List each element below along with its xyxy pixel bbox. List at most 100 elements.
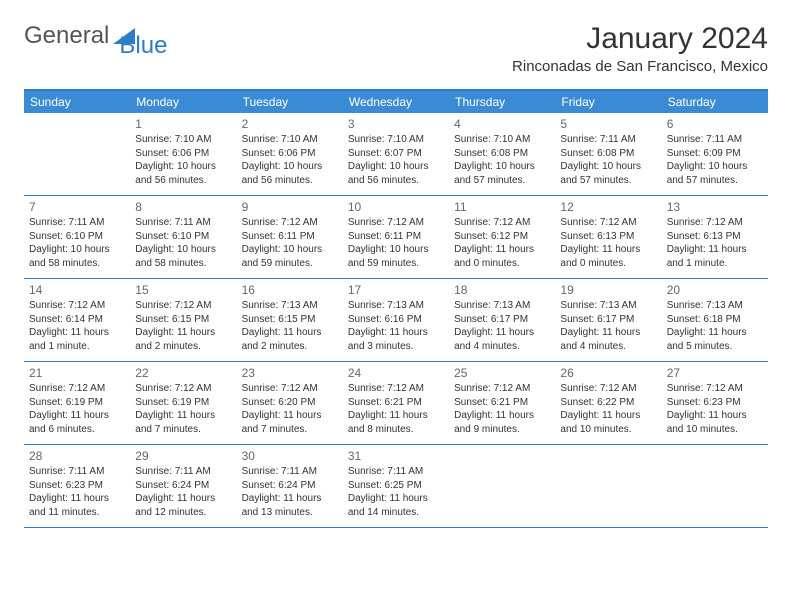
day-cell: 1Sunrise: 7:10 AMSunset: 6:06 PMDaylight… <box>130 113 236 195</box>
day-cell: 22Sunrise: 7:12 AMSunset: 6:19 PMDayligh… <box>130 362 236 444</box>
day-cell: 9Sunrise: 7:12 AMSunset: 6:11 PMDaylight… <box>237 196 343 278</box>
day-cell: 28Sunrise: 7:11 AMSunset: 6:23 PMDayligh… <box>24 445 130 527</box>
sunrise-text: Sunrise: 7:12 AM <box>454 216 550 230</box>
daylight-text: Daylight: 10 hours <box>667 160 763 174</box>
day-number: 1 <box>135 116 231 132</box>
daylight-text: Daylight: 11 hours <box>667 409 763 423</box>
day-cell: 21Sunrise: 7:12 AMSunset: 6:19 PMDayligh… <box>24 362 130 444</box>
sunset-text: Sunset: 6:24 PM <box>135 479 231 493</box>
day-number: 24 <box>348 365 444 381</box>
day-cell <box>24 113 130 195</box>
sunset-text: Sunset: 6:14 PM <box>29 313 125 327</box>
sunrise-text: Sunrise: 7:12 AM <box>560 216 656 230</box>
sunset-text: Sunset: 6:11 PM <box>242 230 338 244</box>
daylight-text: and 57 minutes. <box>454 174 550 188</box>
sunrise-text: Sunrise: 7:11 AM <box>560 133 656 147</box>
daylight-text: Daylight: 11 hours <box>667 326 763 340</box>
daylight-text: Daylight: 10 hours <box>29 243 125 257</box>
daylight-text: Daylight: 10 hours <box>348 160 444 174</box>
sunrise-text: Sunrise: 7:11 AM <box>348 465 444 479</box>
day-number: 16 <box>242 282 338 298</box>
sunset-text: Sunset: 6:11 PM <box>348 230 444 244</box>
daylight-text: and 58 minutes. <box>29 257 125 271</box>
sunrise-text: Sunrise: 7:11 AM <box>29 465 125 479</box>
day-number: 29 <box>135 448 231 464</box>
sunrise-text: Sunrise: 7:11 AM <box>29 216 125 230</box>
daylight-text: and 0 minutes. <box>454 257 550 271</box>
day-number: 15 <box>135 282 231 298</box>
sunrise-text: Sunrise: 7:12 AM <box>242 382 338 396</box>
day-number: 27 <box>667 365 763 381</box>
day-cell: 11Sunrise: 7:12 AMSunset: 6:12 PMDayligh… <box>449 196 555 278</box>
sunset-text: Sunset: 6:10 PM <box>135 230 231 244</box>
daylight-text: and 59 minutes. <box>348 257 444 271</box>
day-cell <box>555 445 661 527</box>
day-number: 5 <box>560 116 656 132</box>
sunrise-text: Sunrise: 7:11 AM <box>135 216 231 230</box>
daylight-text: and 12 minutes. <box>135 506 231 520</box>
day-cell: 3Sunrise: 7:10 AMSunset: 6:07 PMDaylight… <box>343 113 449 195</box>
sunset-text: Sunset: 6:08 PM <box>560 147 656 161</box>
sunrise-text: Sunrise: 7:12 AM <box>454 382 550 396</box>
sunrise-text: Sunrise: 7:12 AM <box>667 216 763 230</box>
sunrise-text: Sunrise: 7:12 AM <box>348 216 444 230</box>
daylight-text: Daylight: 11 hours <box>29 492 125 506</box>
day-cell: 13Sunrise: 7:12 AMSunset: 6:13 PMDayligh… <box>662 196 768 278</box>
sunset-text: Sunset: 6:17 PM <box>560 313 656 327</box>
daylight-text: Daylight: 11 hours <box>29 409 125 423</box>
day-cell: 31Sunrise: 7:11 AMSunset: 6:25 PMDayligh… <box>343 445 449 527</box>
day-number: 30 <box>242 448 338 464</box>
daylight-text: Daylight: 10 hours <box>560 160 656 174</box>
weekday-label: Monday <box>130 91 236 113</box>
title-block: January 2024 Rinconadas de San Francisco… <box>512 22 768 75</box>
sunrise-text: Sunrise: 7:12 AM <box>29 299 125 313</box>
day-number: 12 <box>560 199 656 215</box>
brand-logo: General Blue <box>24 22 189 50</box>
daylight-text: and 2 minutes. <box>135 340 231 354</box>
daylight-text: and 4 minutes. <box>454 340 550 354</box>
sunrise-text: Sunrise: 7:13 AM <box>560 299 656 313</box>
daylight-text: and 1 minute. <box>667 257 763 271</box>
sunset-text: Sunset: 6:08 PM <box>454 147 550 161</box>
calendar-week: 14Sunrise: 7:12 AMSunset: 6:14 PMDayligh… <box>24 279 768 362</box>
weekday-label: Friday <box>555 91 661 113</box>
day-number: 11 <box>454 199 550 215</box>
daylight-text: and 6 minutes. <box>29 423 125 437</box>
sunset-text: Sunset: 6:06 PM <box>242 147 338 161</box>
day-cell: 26Sunrise: 7:12 AMSunset: 6:22 PMDayligh… <box>555 362 661 444</box>
sunset-text: Sunset: 6:20 PM <box>242 396 338 410</box>
daylight-text: Daylight: 11 hours <box>242 409 338 423</box>
daylight-text: and 57 minutes. <box>560 174 656 188</box>
daylight-text: and 7 minutes. <box>135 423 231 437</box>
daylight-text: Daylight: 11 hours <box>29 326 125 340</box>
daylight-text: Daylight: 10 hours <box>348 243 444 257</box>
day-cell: 18Sunrise: 7:13 AMSunset: 6:17 PMDayligh… <box>449 279 555 361</box>
location-label: Rinconadas de San Francisco, Mexico <box>512 58 768 75</box>
daylight-text: Daylight: 11 hours <box>135 409 231 423</box>
sunset-text: Sunset: 6:06 PM <box>135 147 231 161</box>
page-header: General Blue January 2024 Rinconadas de … <box>24 22 768 75</box>
daylight-text: and 7 minutes. <box>242 423 338 437</box>
sunrise-text: Sunrise: 7:12 AM <box>135 382 231 396</box>
day-number: 6 <box>667 116 763 132</box>
day-number: 13 <box>667 199 763 215</box>
day-number: 26 <box>560 365 656 381</box>
daylight-text: Daylight: 11 hours <box>242 492 338 506</box>
sunrise-text: Sunrise: 7:12 AM <box>242 216 338 230</box>
brand-part2: Blue <box>119 32 167 59</box>
daylight-text: Daylight: 10 hours <box>135 160 231 174</box>
day-cell: 30Sunrise: 7:11 AMSunset: 6:24 PMDayligh… <box>237 445 343 527</box>
day-number: 8 <box>135 199 231 215</box>
day-cell <box>662 445 768 527</box>
day-number: 10 <box>348 199 444 215</box>
day-number: 28 <box>29 448 125 464</box>
daylight-text: and 3 minutes. <box>348 340 444 354</box>
daylight-text: and 10 minutes. <box>560 423 656 437</box>
month-title: January 2024 <box>512 22 768 56</box>
daylight-text: Daylight: 11 hours <box>454 409 550 423</box>
day-number: 7 <box>29 199 125 215</box>
day-cell: 7Sunrise: 7:11 AMSunset: 6:10 PMDaylight… <box>24 196 130 278</box>
day-cell <box>449 445 555 527</box>
daylight-text: and 9 minutes. <box>454 423 550 437</box>
sunset-text: Sunset: 6:10 PM <box>29 230 125 244</box>
